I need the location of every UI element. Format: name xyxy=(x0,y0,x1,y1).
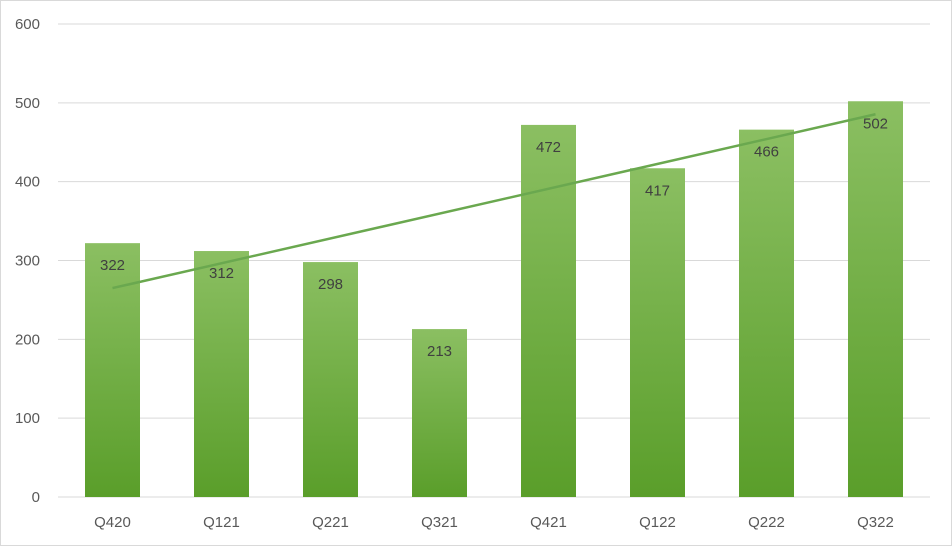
y-tick-label: 600 xyxy=(15,16,40,33)
data-label: 298 xyxy=(318,276,343,293)
bar-Q421 xyxy=(521,124,576,497)
bar-Q121 xyxy=(194,251,249,497)
y-tick-label: 500 xyxy=(15,95,40,112)
y-tick-label: 200 xyxy=(15,331,40,348)
data-label: 502 xyxy=(863,115,888,132)
data-label: 466 xyxy=(754,144,779,161)
data-label: 312 xyxy=(209,265,234,282)
bars xyxy=(85,101,903,498)
bar-Q322 xyxy=(848,101,903,498)
x-tick-label: Q322 xyxy=(857,514,894,531)
bar-Q122 xyxy=(630,168,685,497)
data-label: 322 xyxy=(100,257,125,274)
data-label: 213 xyxy=(427,343,452,360)
bar-Q221 xyxy=(303,262,358,497)
y-tick-label: 300 xyxy=(15,253,40,270)
data-label: 417 xyxy=(645,182,670,199)
x-tick-label: Q421 xyxy=(530,514,567,531)
trendline xyxy=(112,113,876,290)
x-tick-label: Q420 xyxy=(94,514,131,531)
x-tick-label: Q122 xyxy=(639,514,676,531)
x-tick-label: Q321 xyxy=(421,514,458,531)
bar-Q222 xyxy=(739,129,794,498)
trendline-group xyxy=(112,113,876,290)
data-label: 472 xyxy=(536,139,561,156)
y-tick-label: 100 xyxy=(15,410,40,427)
x-tick-label: Q121 xyxy=(203,514,240,531)
gridlines xyxy=(58,23,930,498)
x-tick-label: Q221 xyxy=(312,514,349,531)
bar-Q321 xyxy=(412,329,467,497)
y-tick-label: 0 xyxy=(32,489,40,506)
bar-Q420 xyxy=(85,243,140,497)
x-tick-label: Q222 xyxy=(748,514,785,531)
y-axis-ticks: 0 100 200 300 400 500 600 xyxy=(15,16,40,506)
x-axis-ticks: Q420 Q121 Q221 Q321 Q421 Q122 Q222 Q322 xyxy=(94,514,894,531)
y-tick-label: 400 xyxy=(15,174,40,191)
data-labels: 322 312 298 213 472 417 466 502 xyxy=(100,115,888,360)
